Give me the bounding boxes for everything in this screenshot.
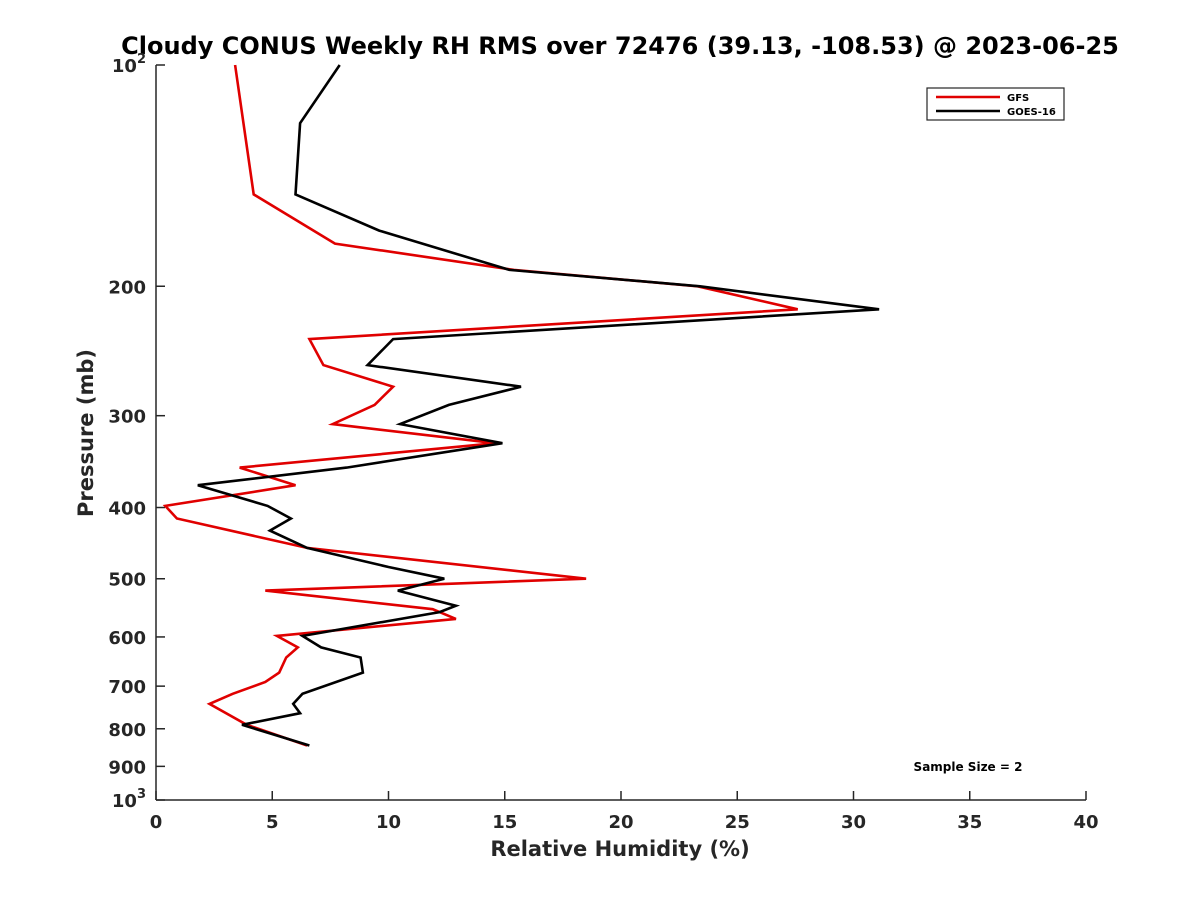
legend-items: GFS GOES-16 — [936, 93, 1056, 118]
sample-size-annotation: Sample Size = 2 — [914, 760, 1023, 774]
legend-label: GOES-16 — [1007, 107, 1056, 118]
y-tick-label: 102 — [112, 52, 146, 77]
x-axis-label: Relative Humidity (%) — [490, 837, 749, 861]
chart-title: Cloudy CONUS Weekly RH RMS over 72476 (3… — [121, 32, 1119, 60]
y-tick-label: 500 — [108, 570, 146, 591]
y-tick-label: 700 — [108, 677, 146, 698]
y-tick-label: 300 — [108, 407, 146, 428]
x-tick-label: 0 — [150, 812, 163, 833]
x-tick-label: 15 — [492, 812, 517, 833]
y-tick-label: 103 — [112, 787, 146, 812]
y-axis-label: Pressure (mb) — [74, 349, 98, 517]
x-tick-label: 20 — [608, 812, 633, 833]
x-tick-label: 5 — [266, 812, 279, 833]
series-lines — [162, 64, 880, 747]
x-tick-label: 40 — [1073, 812, 1098, 833]
legend-box — [926, 87, 1065, 121]
plot-area: 0 5 10 15 20 25 30 35 40 102 200 300 400 500 600 700 80… — [108, 52, 1098, 833]
x-tick-label: 35 — [957, 812, 982, 833]
y-tick-label: 800 — [108, 720, 146, 741]
series-line-goes-16 — [197, 64, 880, 747]
x-tick-label: 25 — [725, 812, 750, 833]
x-tick-label: 10 — [376, 812, 401, 833]
y-tick-label: 600 — [108, 628, 146, 649]
y-tick-label: 400 — [108, 499, 146, 520]
x-tick-label: 30 — [841, 812, 866, 833]
legend: GFS GOES-16 — [926, 87, 1065, 121]
legend-label: GFS — [1007, 93, 1029, 104]
y-ticks: 102 200 300 400 500 600 700 800 900 103 — [108, 52, 165, 812]
x-ticks: 0 5 10 15 20 25 30 35 40 — [150, 791, 1099, 833]
series-line-gfs — [162, 64, 798, 747]
y-tick-label: 900 — [108, 757, 146, 778]
y-tick-label: 200 — [108, 277, 146, 298]
